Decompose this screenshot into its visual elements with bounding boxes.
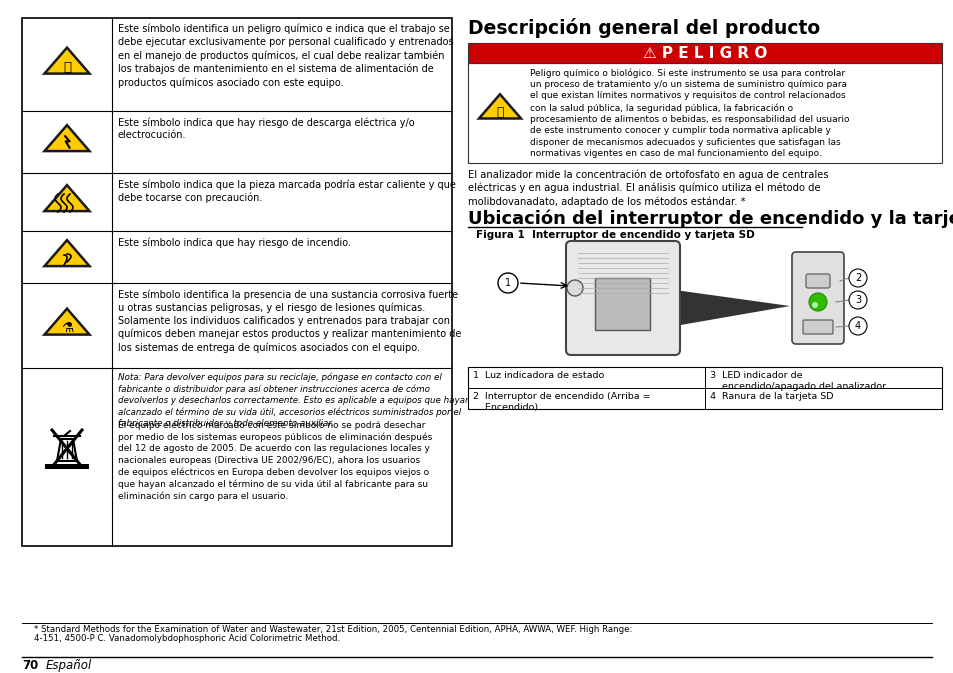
Polygon shape xyxy=(45,125,90,151)
Text: 2  Interruptor de encendido (Arriba =
    Encendido): 2 Interruptor de encendido (Arriba = Enc… xyxy=(473,392,650,412)
Polygon shape xyxy=(45,48,90,73)
Text: El equipo eléctrico marcado con este símbolo no se podrá desechar
por medio de l: El equipo eléctrico marcado con este sím… xyxy=(118,420,432,501)
Text: 4-151, 4500-P C. Vanadomolybdophosphoric Acid Colorimetric Method.: 4-151, 4500-P C. Vanadomolybdophosphoric… xyxy=(34,634,340,643)
Text: El analizador mide la concentración de ortofosfato en agua de centrales
eléctric: El analizador mide la concentración de o… xyxy=(468,169,828,207)
Text: ⚠ P E L I G R O: ⚠ P E L I G R O xyxy=(642,46,766,61)
Text: 3  LED indicador de
    encendido/apagado del analizador: 3 LED indicador de encendido/apagado del… xyxy=(709,371,885,391)
Text: 4  Ranura de la tarjeta SD: 4 Ranura de la tarjeta SD xyxy=(709,392,833,401)
Polygon shape xyxy=(45,309,90,334)
Bar xyxy=(468,243,941,363)
Text: Este símbolo indica que la pieza marcada podría estar caliente y que
debe tocars: Este símbolo indica que la pieza marcada… xyxy=(118,179,456,203)
Text: 70: 70 xyxy=(22,659,38,672)
Bar xyxy=(468,63,941,163)
Text: Este símbolo indica que hay riesgo de incendio.: Este símbolo indica que hay riesgo de in… xyxy=(118,237,351,248)
FancyBboxPatch shape xyxy=(805,274,829,288)
Text: ✋: ✋ xyxy=(63,61,71,74)
Polygon shape xyxy=(478,94,520,118)
Circle shape xyxy=(808,293,826,311)
Text: ✋: ✋ xyxy=(496,106,503,120)
Text: Figura 1  Interruptor de encendido y tarjeta SD: Figura 1 Interruptor de encendido y tarj… xyxy=(476,230,754,240)
Text: 4: 4 xyxy=(854,321,861,331)
Bar xyxy=(468,367,941,409)
Bar xyxy=(595,278,649,330)
Text: 2: 2 xyxy=(854,273,861,283)
Bar xyxy=(45,464,89,469)
Bar xyxy=(468,43,941,63)
Bar xyxy=(22,18,452,546)
Text: Este símbolo indica que hay riesgo de descarga eléctrica y/o
electrocución.: Este símbolo indica que hay riesgo de de… xyxy=(118,117,415,140)
Polygon shape xyxy=(675,290,789,326)
Text: Este símbolo identifica un peligro químico e indica que el trabajo se
debe ejecu: Este símbolo identifica un peligro quími… xyxy=(118,24,453,87)
Text: 1  Luz indicadora de estado: 1 Luz indicadora de estado xyxy=(473,371,603,380)
Text: 1: 1 xyxy=(504,278,511,288)
FancyBboxPatch shape xyxy=(791,252,843,344)
Circle shape xyxy=(566,280,582,296)
Text: Descripción general del producto: Descripción general del producto xyxy=(468,18,820,38)
Text: Español: Español xyxy=(46,659,92,672)
Text: Nota: Para devolver equipos para su reciclaje, póngase en contacto con el
fabric: Nota: Para devolver equipos para su reci… xyxy=(118,373,470,428)
Circle shape xyxy=(811,302,817,308)
Text: ⚗: ⚗ xyxy=(61,320,73,334)
Text: Peligro químico o biológico. Si este instrumento se usa para controlar
un proces: Peligro químico o biológico. Si este ins… xyxy=(530,68,848,158)
Text: 3: 3 xyxy=(854,295,861,305)
Text: Este símbolo identifica la presencia de una sustancia corrosiva fuerte
u otras s: Este símbolo identifica la presencia de … xyxy=(118,289,461,353)
Circle shape xyxy=(497,273,517,293)
Polygon shape xyxy=(45,240,90,266)
Circle shape xyxy=(848,317,866,335)
Polygon shape xyxy=(45,185,90,211)
Circle shape xyxy=(848,269,866,287)
FancyBboxPatch shape xyxy=(565,241,679,355)
Text: * Standard Methods for the Examination of Water and Wastewater, 21st Edition, 20: * Standard Methods for the Examination o… xyxy=(34,625,632,634)
FancyBboxPatch shape xyxy=(802,320,832,334)
Circle shape xyxy=(848,291,866,309)
Text: Ubicación del interruptor de encendido y la tarjeta SD: Ubicación del interruptor de encendido y… xyxy=(468,209,953,227)
